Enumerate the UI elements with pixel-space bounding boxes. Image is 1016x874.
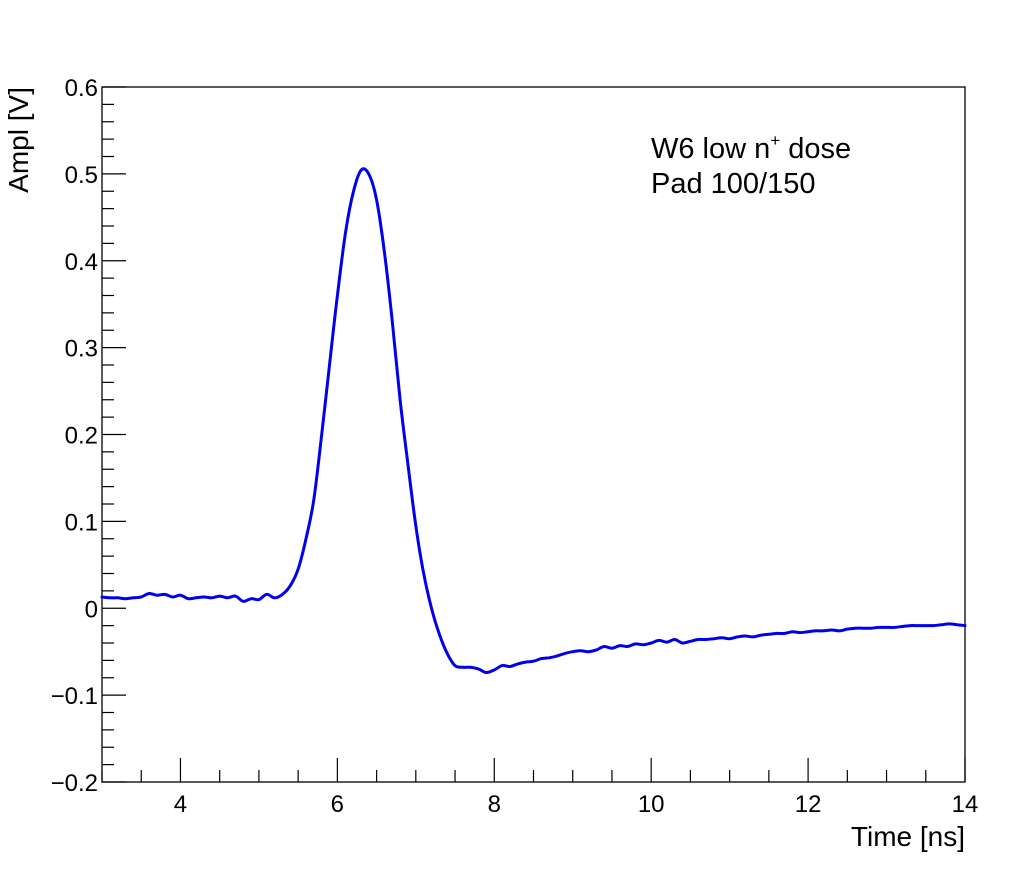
y-tick-label: 0 — [85, 596, 98, 623]
y-axis-ticks — [102, 86, 126, 783]
x-tick-label: 6 — [331, 791, 344, 818]
series-line — [100, 167, 967, 675]
annotation-line-1-prefix: W6 low n — [651, 133, 770, 165]
y-tick-label: 0.6 — [65, 75, 98, 102]
y-tick-label: 0.2 — [65, 423, 98, 450]
x-tick-label: 4 — [174, 791, 187, 818]
x-axis-label: Time [ns] — [851, 821, 965, 852]
annotation-line-1-suffix: dose — [780, 133, 851, 165]
annotation-superscript: + — [770, 131, 780, 150]
x-tick-label: 10 — [638, 791, 665, 818]
x-axis-tick-labels: 4 6 8 10 12 14 — [174, 791, 979, 818]
y-tick-label: 0.1 — [65, 509, 98, 536]
x-tick-label: 8 — [488, 791, 501, 818]
y-axis-label: Ampl [V] — [3, 87, 34, 193]
y-tick-label: 0.5 — [65, 162, 98, 189]
y-tick-label: −0.1 — [51, 683, 98, 710]
x-tick-label: 14 — [952, 791, 979, 818]
annotation-line-1: W6 low n+ dose — [651, 131, 851, 165]
annotation-line-2: Pad 100/150 — [651, 168, 815, 200]
y-tick-label: −0.2 — [51, 770, 98, 797]
y-axis-tick-labels: −0.2 −0.1 0 0.1 0.2 0.3 0.4 0.5 0.6 — [51, 75, 98, 797]
plot-frame — [101, 86, 966, 783]
x-axis-ticks — [101, 758, 966, 782]
y-tick-label: 0.4 — [65, 249, 98, 276]
x-tick-label: 12 — [795, 791, 822, 818]
y-tick-label: 0.3 — [65, 336, 98, 363]
